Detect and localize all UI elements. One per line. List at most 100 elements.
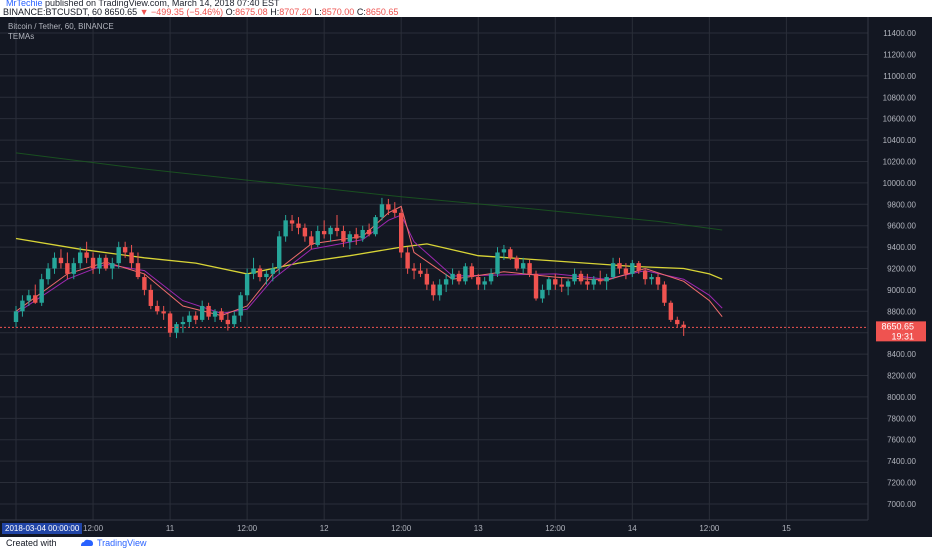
candle-down: [122, 247, 128, 253]
price-tag-countdown: 19:31: [891, 331, 914, 341]
candle-up: [315, 231, 320, 245]
candle-down: [668, 302, 674, 320]
price-tick-label: 10600.00: [883, 115, 917, 124]
time-tick-label: 12:00: [545, 524, 566, 533]
indicator-legend[interactable]: TEMAs: [8, 32, 35, 41]
candle-down: [675, 319, 680, 325]
candle-up: [20, 300, 25, 312]
high-label: H:: [270, 7, 280, 17]
price-tick-label: 9200.00: [887, 265, 916, 274]
candle-up: [546, 279, 552, 290]
candle-down: [193, 315, 198, 320]
open-value: 8675.08: [235, 7, 268, 17]
candle-down: [129, 252, 134, 264]
candle-up: [116, 247, 121, 264]
publisher-bar: MrTechie published on TradingView.com, M…: [0, 0, 932, 8]
candle-down: [431, 284, 436, 296]
tradingview-cloud-icon: [81, 539, 93, 546]
candle-up: [540, 289, 545, 299]
candle-up: [379, 204, 385, 218]
time-axis[interactable]: 2018-03-04 00:00:00 12:00 11 12:00 12 12:00 13…: [0, 519, 868, 534]
candle-up: [110, 263, 115, 269]
tradingview-logo[interactable]: TradingView: [80, 538, 147, 548]
candle-up: [232, 315, 237, 325]
candle-down: [655, 277, 661, 285]
symbol-label[interactable]: BINANCE:BTCUSDT, 60: [3, 7, 103, 17]
price-tick-label: 10000.00: [883, 179, 917, 188]
candle-up: [251, 268, 256, 274]
candle-down: [617, 263, 622, 269]
price-tick-label: 7200.00: [887, 479, 916, 488]
open-label: O:: [225, 7, 236, 17]
price-chart[interactable]: 7000.00 7200.00 7400.00 7600.00 7800.00 8000.…: [0, 17, 932, 537]
grid: [0, 17, 868, 520]
candle-up: [360, 229, 365, 239]
candle-up: [463, 266, 468, 282]
footer-bar: Created with TradingView: [0, 537, 932, 550]
time-tick-label: 14: [628, 524, 637, 533]
candle-down: [302, 227, 308, 237]
candle-down: [456, 273, 462, 282]
published-text: published on TradingView.com, March 14, …: [42, 0, 280, 8]
candle-up: [270, 268, 275, 274]
candle-up: [630, 263, 635, 274]
candle-up: [277, 236, 282, 269]
candle-up: [45, 268, 51, 280]
candle-up: [26, 295, 32, 301]
candle-down: [257, 268, 263, 278]
candle-up: [604, 277, 609, 282]
candle-up: [212, 311, 218, 317]
candle-up: [13, 311, 19, 323]
candle-down: [366, 229, 372, 235]
price-tick-label: 10200.00: [883, 157, 917, 166]
time-tick-label: 11: [166, 524, 175, 533]
candle-down: [33, 295, 38, 303]
price-tick-label: 11000.00: [883, 72, 916, 81]
last-price: 8650.65: [104, 7, 138, 17]
candle-up: [238, 295, 243, 316]
candle-up: [610, 263, 616, 278]
candle-down: [585, 281, 590, 285]
down-arrow-icon: ▼: [139, 7, 149, 17]
candle-up: [180, 322, 186, 325]
price-tick-label: 9400.00: [887, 243, 916, 252]
candle-up: [264, 273, 269, 278]
symbol-ohlc-line: BINANCE:BTCUSDT, 60 8650.65 ▼ −499.35 (−…: [0, 8, 932, 17]
price-tick-label: 10800.00: [883, 93, 917, 102]
candle-down: [155, 305, 160, 312]
candle-down: [142, 277, 147, 290]
price-tag-background: [876, 321, 926, 342]
candle-up: [495, 252, 500, 274]
time-tick-label: 12:00: [237, 524, 258, 533]
time-tick-label: 12: [320, 524, 329, 533]
candle-up: [649, 277, 654, 280]
candle-up: [565, 281, 571, 287]
series-line-ma_long: [15, 152, 723, 231]
candle-up: [450, 273, 455, 280]
price-tick-label: 7800.00: [887, 414, 916, 423]
author-link[interactable]: MrTechie: [6, 0, 43, 8]
candle-down: [405, 252, 410, 269]
candle-down: [296, 223, 301, 228]
candle-down: [135, 263, 141, 278]
price-tick-label: 7000.00: [887, 500, 916, 509]
time-tick-label: 15: [782, 524, 791, 533]
candle-down: [514, 257, 519, 269]
candle-up: [97, 257, 102, 269]
price-tick-label: 8800.00: [887, 307, 916, 316]
price-tick-label: 11400.00: [883, 29, 916, 38]
candle-down: [219, 311, 224, 320]
price-tick-label: 8400.00: [887, 350, 916, 359]
candle-down: [167, 313, 173, 333]
candles: [13, 197, 686, 339]
close-value: 8650.65: [365, 7, 399, 17]
candle-down: [309, 236, 314, 245]
candle-down: [578, 273, 584, 282]
close-label: C:: [356, 7, 366, 17]
price-tag-value: 8650.65: [881, 321, 914, 331]
price-axis[interactable]: 7000.00 7200.00 7400.00 7600.00 7800.00 8000.…: [867, 17, 932, 520]
candle-down: [418, 270, 423, 274]
price-axis-background: [868, 17, 932, 520]
chart-legend-title[interactable]: Bitcoin / Tether, 60, BINANCE: [8, 22, 114, 31]
candle-up: [520, 263, 526, 269]
